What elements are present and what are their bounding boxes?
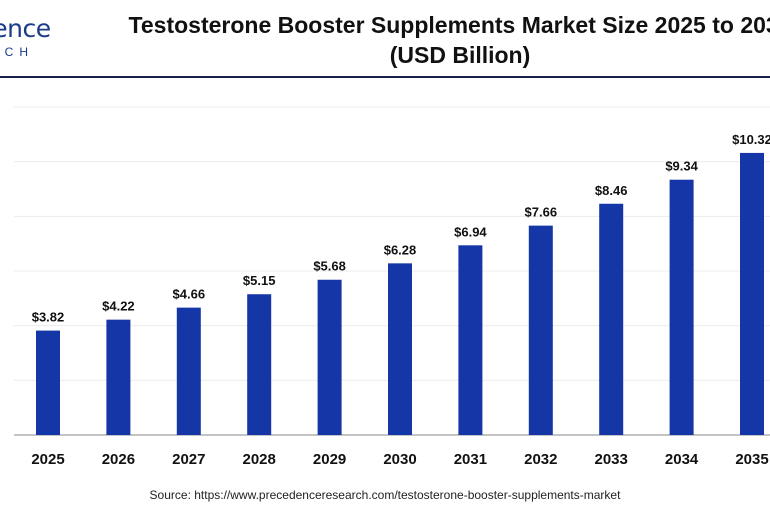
header: edence EARCH Testosterone Booster Supple… <box>0 0 770 78</box>
x-tick-label: 2030 <box>383 451 416 468</box>
x-tick-label: 2026 <box>102 451 135 468</box>
bar-2033 <box>599 203 624 435</box>
bar-2027 <box>176 307 201 435</box>
logo-line1: edence <box>0 14 51 43</box>
source-text: Source: https://www.precedenceresearch.c… <box>149 488 621 502</box>
x-tick-label: 2032 <box>524 451 557 468</box>
bar-2028 <box>247 294 272 435</box>
bar-2035 <box>740 152 764 436</box>
x-tick-label: 2025 <box>31 451 64 468</box>
data-label: $10.32 <box>732 132 770 147</box>
x-tick-label: 2029 <box>313 451 346 468</box>
bar-chart: $3.82 2025 $4.22 2026 $4.66 2027 $5.15 2028 $5.6… <box>14 106 770 468</box>
bar-2034 <box>669 179 694 435</box>
x-tick-label: 2034 <box>665 451 699 468</box>
data-label: $4.22 <box>102 299 135 314</box>
data-label: $3.82 <box>32 310 65 325</box>
data-label: $4.66 <box>173 287 206 302</box>
bar-2030 <box>388 263 412 435</box>
bar-2026 <box>106 319 131 435</box>
data-label: $6.28 <box>384 242 417 257</box>
data-label: $6.94 <box>454 224 487 239</box>
chart-title-block: Testosterone Booster Supplements Market … <box>110 10 770 70</box>
data-label: $9.34 <box>665 159 698 174</box>
data-label: $7.66 <box>525 205 558 220</box>
bar-2029 <box>317 279 342 435</box>
logo: edence EARCH <box>0 14 82 64</box>
x-tick-label: 2035 <box>735 451 768 468</box>
data-label: $5.15 <box>243 273 276 288</box>
data-label: $5.68 <box>313 259 346 274</box>
x-tick-label: 2027 <box>172 451 205 468</box>
bar-2031 <box>458 245 483 435</box>
x-tick-label: 2031 <box>454 451 487 468</box>
chart-title: Testosterone Booster Supplements Market … <box>128 12 770 38</box>
bar-2025 <box>36 330 60 435</box>
bar-2032 <box>528 225 553 435</box>
chart-subtitle: (USD Billion) <box>389 42 531 68</box>
x-tick-label: 2028 <box>243 451 276 468</box>
data-label: $8.46 <box>595 183 628 198</box>
logo-line2: EARCH <box>0 45 35 59</box>
x-tick-label: 2033 <box>595 451 628 468</box>
